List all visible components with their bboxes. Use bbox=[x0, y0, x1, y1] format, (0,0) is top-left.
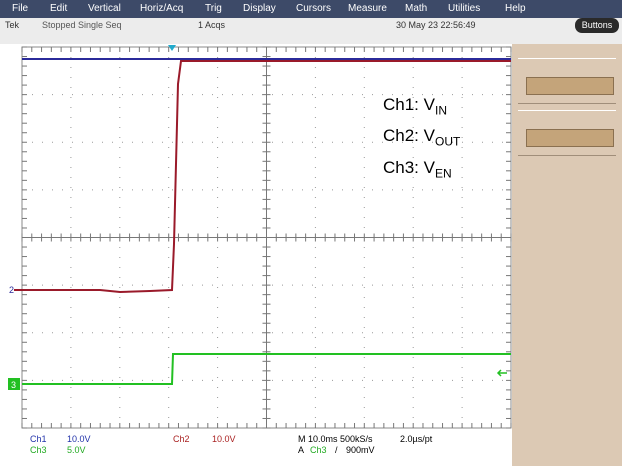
ch2-name: Ch2 bbox=[173, 434, 190, 444]
ch2-scale: 10.0V bbox=[212, 434, 236, 444]
menu-item[interactable]: Vertical bbox=[88, 3, 121, 14]
status-bar: Tek Stopped Single Seq 1 Acqs 30 May 23 … bbox=[0, 18, 622, 44]
trace-ch3 bbox=[22, 353, 511, 385]
readout: Ch1 10.0V Ch3 5.0V Ch2 10.0V M 10.0ms 50… bbox=[0, 432, 512, 466]
annotation-text: Ch1: V bbox=[383, 95, 435, 114]
trigger-slope: / bbox=[335, 445, 338, 455]
ch1-scale: 10.0V bbox=[67, 434, 91, 444]
menu-item[interactable]: Help bbox=[505, 3, 526, 14]
annotation-sub: OUT bbox=[434, 134, 461, 149]
annotation-line: Ch1: VIN bbox=[383, 92, 460, 123]
annotation-text: Ch2: V bbox=[383, 126, 435, 146]
ch3-scale: 5.0V bbox=[67, 445, 86, 455]
trigger-position bbox=[168, 45, 176, 51]
ch3-name: Ch3 bbox=[30, 445, 47, 455]
menu-item[interactable]: Utilities bbox=[448, 3, 481, 14]
annotation-text: Ch3: V bbox=[383, 157, 435, 177]
menu-item[interactable]: Math bbox=[405, 3, 428, 14]
menu-item[interactable]: Horiz/Acq bbox=[140, 3, 184, 14]
menu-item[interactable]: Display bbox=[243, 3, 276, 14]
menu-item[interactable]: File bbox=[12, 3, 29, 14]
menu-item[interactable]: Trig bbox=[205, 3, 222, 14]
trigger-source: Ch3 bbox=[310, 445, 327, 455]
trigger-prefix: A bbox=[298, 445, 305, 455]
brand: Tek bbox=[5, 20, 20, 30]
menu-item[interactable]: Cursors bbox=[296, 3, 332, 14]
side-button[interactable] bbox=[518, 58, 616, 104]
annotation-line: Ch2: VOUT bbox=[383, 123, 460, 154]
ch3-marker-label: 3 bbox=[11, 380, 16, 390]
ch2-marker-label: 2 bbox=[9, 285, 14, 295]
annotation: Ch1: VIN Ch2: VOUT Ch3: VEN bbox=[383, 92, 460, 186]
ch3-marker-box bbox=[8, 378, 20, 390]
horizontal: M 10.0ms 500kS/s bbox=[298, 434, 373, 444]
side-button[interactable] bbox=[518, 110, 616, 156]
resolution: 2.0µs/pt bbox=[400, 434, 433, 444]
ch1-name: Ch1 bbox=[30, 434, 47, 444]
acq-state: Stopped Single Seq bbox=[42, 20, 122, 30]
annotation-sub: IN bbox=[434, 103, 447, 118]
datetime: 30 May 23 22:56:49 bbox=[396, 20, 476, 30]
trace-ch2 bbox=[22, 60, 511, 294]
menu-item[interactable]: Edit bbox=[50, 3, 68, 14]
trigger-level: 900mV bbox=[346, 445, 375, 455]
buttons-toggle[interactable]: Buttons bbox=[575, 18, 619, 33]
graticule: 23 bbox=[8, 45, 512, 429]
menu-bar: File Edit Vertical Horiz/Acq Trig Display Curs… bbox=[0, 0, 622, 18]
annotation-sub: EN bbox=[434, 166, 452, 181]
annotation-line: Ch3: VEN bbox=[383, 155, 460, 186]
side-panel bbox=[512, 44, 622, 466]
acq-count: 1 Acqs bbox=[198, 20, 226, 30]
menu-item[interactable]: Measure bbox=[348, 3, 387, 14]
trigger-level-marker bbox=[496, 369, 507, 377]
